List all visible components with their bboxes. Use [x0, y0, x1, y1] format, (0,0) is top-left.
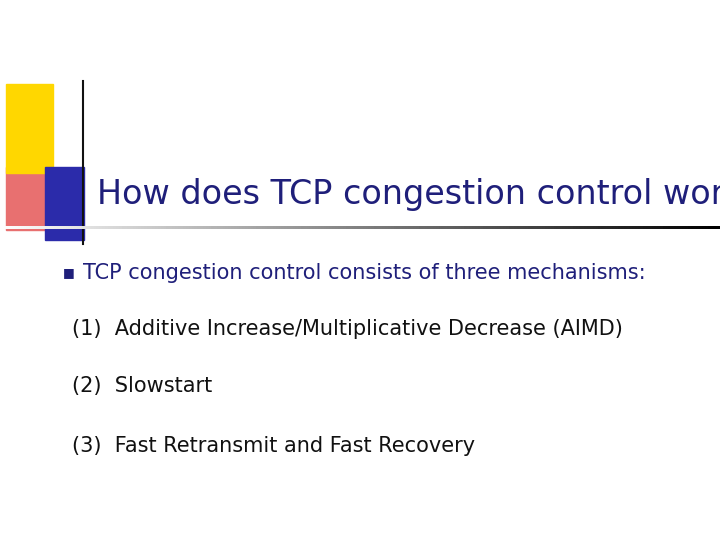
- Text: (3)  Fast Retransmit and Fast Recovery: (3) Fast Retransmit and Fast Recovery: [72, 435, 475, 456]
- Text: How does TCP congestion control work?: How does TCP congestion control work?: [97, 178, 720, 211]
- Bar: [6, 167, 49, 230]
- Bar: [6, 84, 53, 173]
- Bar: [45, 167, 84, 240]
- Text: (2)  Slowstart: (2) Slowstart: [72, 376, 212, 396]
- Text: ■: ■: [63, 266, 74, 279]
- Text: (1)  Additive Increase/Multiplicative Decrease (AIMD): (1) Additive Increase/Multiplicative Dec…: [72, 319, 623, 340]
- Text: TCP congestion control consists of three mechanisms:: TCP congestion control consists of three…: [83, 262, 645, 283]
